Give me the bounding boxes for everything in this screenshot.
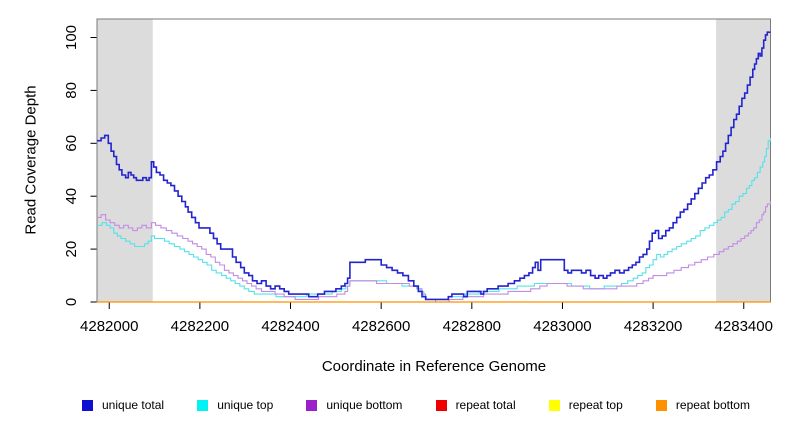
x-tick-label: 4282400 — [261, 318, 319, 335]
legend-item-repeat-total: repeat total — [435, 398, 516, 412]
legend-label: repeat bottom — [675, 398, 750, 412]
y-tick-label: 0 — [63, 298, 80, 306]
y-tick-label: 80 — [63, 82, 80, 99]
series-line-unique-bottom — [97, 201, 772, 303]
series-line-unique-total — [97, 31, 771, 301]
x-tick-label: 4282800 — [443, 318, 501, 335]
legend-item-repeat-bottom: repeat bottom — [655, 398, 750, 412]
x-tick-label: 4282000 — [80, 318, 138, 335]
x-tick-label: 4283200 — [624, 318, 682, 335]
y-tick-label: 100 — [63, 25, 80, 50]
shaded-repeat-region — [97, 19, 153, 302]
x-tick-label: 4283400 — [715, 318, 773, 335]
x-tick-label: 4282600 — [352, 318, 410, 335]
x-axis-title: Coordinate in Reference Genome — [321, 358, 547, 375]
shaded-repeat-region — [716, 19, 771, 302]
legend-label: unique bottom — [326, 398, 403, 412]
legend-item-unique-top: unique top — [197, 398, 273, 412]
legend-swatch-icon — [548, 399, 560, 411]
x-tick-label: 4283000 — [533, 318, 591, 335]
legend-item-repeat-top: repeat top — [548, 398, 623, 412]
legend-label: unique top — [217, 398, 274, 412]
legend-swatch-icon — [435, 399, 447, 411]
legend-label: repeat top — [568, 398, 623, 412]
y-axis-title: Read Coverage Depth — [22, 85, 40, 235]
legend-label: unique total — [102, 398, 165, 412]
legend-swatch-icon — [306, 399, 318, 411]
legend-swatch-icon — [655, 399, 667, 411]
legend-item-unique-bottom: unique bottom — [306, 398, 402, 412]
y-tick-label: 20 — [63, 241, 80, 258]
y-tick-label: 40 — [63, 188, 80, 205]
legend-label: repeat total — [455, 398, 516, 412]
x-tick-label: 4282200 — [171, 318, 229, 335]
legend-item-unique-total: unique total — [82, 398, 164, 412]
legend-swatch-icon — [82, 399, 93, 411]
y-tick-label: 60 — [63, 135, 80, 152]
legend: unique total unique top unique bottom repea… — [82, 394, 750, 416]
legend-swatch-icon — [197, 399, 209, 411]
series-line-unique-top — [97, 138, 772, 300]
